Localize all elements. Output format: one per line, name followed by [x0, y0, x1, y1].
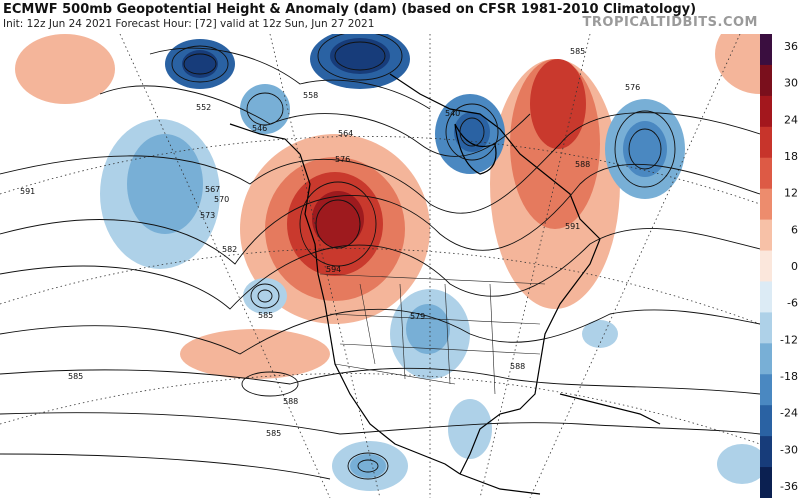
caribbean-islands	[559, 393, 661, 425]
colorbar-labels: 36 30 24 18 12 6 0 -6 -12 -18 -24 -30 -36	[780, 40, 798, 493]
label-573: 573	[200, 211, 215, 220]
label-594: 594	[326, 265, 341, 274]
colorbar-tick-label: 36	[784, 40, 798, 53]
right-edge-cold	[717, 444, 767, 484]
pacific-low-contour	[250, 283, 280, 309]
colorbar-swatch	[760, 405, 772, 437]
colorbar-svg: 36 30 24 18 12 6 0 -6 -12 -18 -24 -30 -36	[760, 34, 798, 499]
colorbar-swatch	[760, 64, 772, 97]
alaska-coast	[229, 123, 301, 155]
political-borders	[319, 273, 546, 395]
label-s-585: 585	[266, 429, 281, 438]
pacific-trough-inner	[127, 134, 203, 234]
colorbar-swatch	[760, 219, 772, 252]
graticule	[0, 33, 761, 499]
label-atlantic-576: 576	[625, 83, 640, 92]
pacific-high-contour	[241, 371, 299, 397]
alaska-low-contour	[171, 45, 229, 83]
map-svg: 552 558 564 570 576 582 588 591 594 540 …	[0, 14, 800, 499]
colorbar-swatch	[760, 436, 772, 468]
label-585: 585	[258, 311, 273, 320]
ridge-contour	[299, 181, 377, 267]
right-edge-warm	[715, 14, 800, 94]
south-pacific-warm	[180, 329, 330, 379]
alaska-low-core	[182, 50, 218, 78]
sw-pacific-low-anomaly	[243, 278, 287, 314]
map-title: ECMWF 500mb Geopotential Height & Anomal…	[3, 2, 697, 17]
colorbar-swatch	[760, 250, 772, 282]
colorbar-swatch	[760, 343, 772, 375]
mexico-low-core	[350, 454, 386, 478]
colorbar-swatch	[760, 281, 772, 313]
colorbar-tick-label: 24	[784, 113, 798, 126]
colorbar-tick-label: -6	[787, 297, 798, 310]
colorbar-swatch	[760, 126, 772, 159]
map-subtitle: Init: 12z Jun 24 2021 Forecast Hour: [72…	[3, 18, 375, 30]
label-552: 552	[196, 103, 211, 112]
label-se-588: 588	[510, 362, 525, 371]
colorbar-swatches	[760, 34, 772, 499]
label-e-591: 591	[565, 222, 580, 231]
label-564: 564	[338, 129, 353, 138]
label-540: 540	[445, 109, 460, 118]
colorbar-tick-label: 6	[791, 223, 798, 236]
east-ridge-inner	[530, 59, 586, 149]
label-sw-585: 585	[68, 372, 83, 381]
polar-low-core	[330, 38, 390, 74]
colorbar-tick-label: -24	[780, 407, 798, 420]
coastlines	[229, 73, 661, 495]
map-panel: 552 558 564 570 576 582 588 591 594 540 …	[0, 14, 800, 499]
label-588: 588	[575, 160, 590, 169]
colorbar-tick-label: -18	[780, 370, 798, 383]
colorbar-tick-label: 0	[791, 260, 798, 273]
east-coast	[459, 238, 601, 475]
colorbar-tick-label: -30	[780, 443, 798, 456]
label-591: 591	[20, 187, 35, 196]
colorbar-tick-label: 12	[784, 187, 798, 200]
colorbar-tick-label: 30	[784, 77, 798, 90]
label-558: 558	[303, 91, 318, 100]
hudson-bay	[454, 123, 497, 175]
mexico-low-contour	[347, 452, 389, 480]
label-567: 567	[205, 185, 220, 194]
label-579: 579	[410, 312, 425, 321]
west-coast	[299, 153, 461, 475]
colorbar-tick-label: -12	[780, 333, 798, 346]
brand-watermark: TROPICALTIDBITS.COM	[582, 15, 758, 30]
header: ECMWF 500mb Geopotential Height & Anomal…	[0, 0, 800, 34]
contour-labels: 552 558 564 570 576 582 588 591 594 540 …	[20, 47, 640, 438]
label-ne-585: 585	[570, 47, 585, 56]
colorbar-swatch	[760, 188, 772, 221]
label-576: 576	[335, 155, 350, 164]
north-coast	[389, 73, 601, 240]
gulf-cold-anomaly	[448, 399, 492, 459]
colorbar-swatch	[760, 34, 772, 66]
colorbar: 36 30 24 18 12 6 0 -6 -12 -18 -24 -30 -36	[760, 34, 800, 499]
central-america	[459, 473, 541, 495]
atlantic-low-contour	[614, 110, 676, 188]
central-trough-core	[406, 304, 450, 354]
colorbar-swatch	[760, 374, 772, 406]
colorbar-swatch	[760, 467, 772, 499]
colorbar-tick-label: -36	[780, 480, 798, 493]
atlantic-cold-spot	[582, 320, 618, 348]
hudson-low-contour	[445, 103, 499, 161]
anomaly-shading	[15, 14, 800, 491]
colorbar-swatch	[760, 312, 772, 344]
height-contours	[0, 31, 761, 480]
label-546: 546	[252, 124, 267, 133]
label-570: 570	[214, 195, 229, 204]
colorbar-tick-label: 18	[784, 150, 798, 163]
colorbar-swatch	[760, 157, 772, 190]
colorbar-swatch	[760, 95, 772, 128]
label-s-588: 588	[283, 397, 298, 406]
pacific-warm-nw	[15, 34, 115, 104]
label-582: 582	[222, 245, 237, 254]
gulf-alaska-contour	[246, 92, 284, 126]
